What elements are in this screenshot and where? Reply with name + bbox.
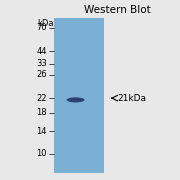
- Text: 33: 33: [36, 59, 47, 68]
- Text: 10: 10: [36, 149, 47, 158]
- Text: 26: 26: [36, 70, 47, 79]
- Text: 22: 22: [36, 94, 47, 103]
- Text: 14: 14: [36, 127, 47, 136]
- Ellipse shape: [67, 97, 85, 102]
- Text: 18: 18: [36, 108, 47, 117]
- Text: Western Blot: Western Blot: [84, 4, 150, 15]
- Text: 44: 44: [36, 47, 47, 56]
- Text: kDa: kDa: [38, 19, 54, 28]
- Bar: [54, 18, 104, 173]
- Text: 21kDa: 21kDa: [117, 94, 146, 103]
- Text: 70: 70: [36, 23, 47, 32]
